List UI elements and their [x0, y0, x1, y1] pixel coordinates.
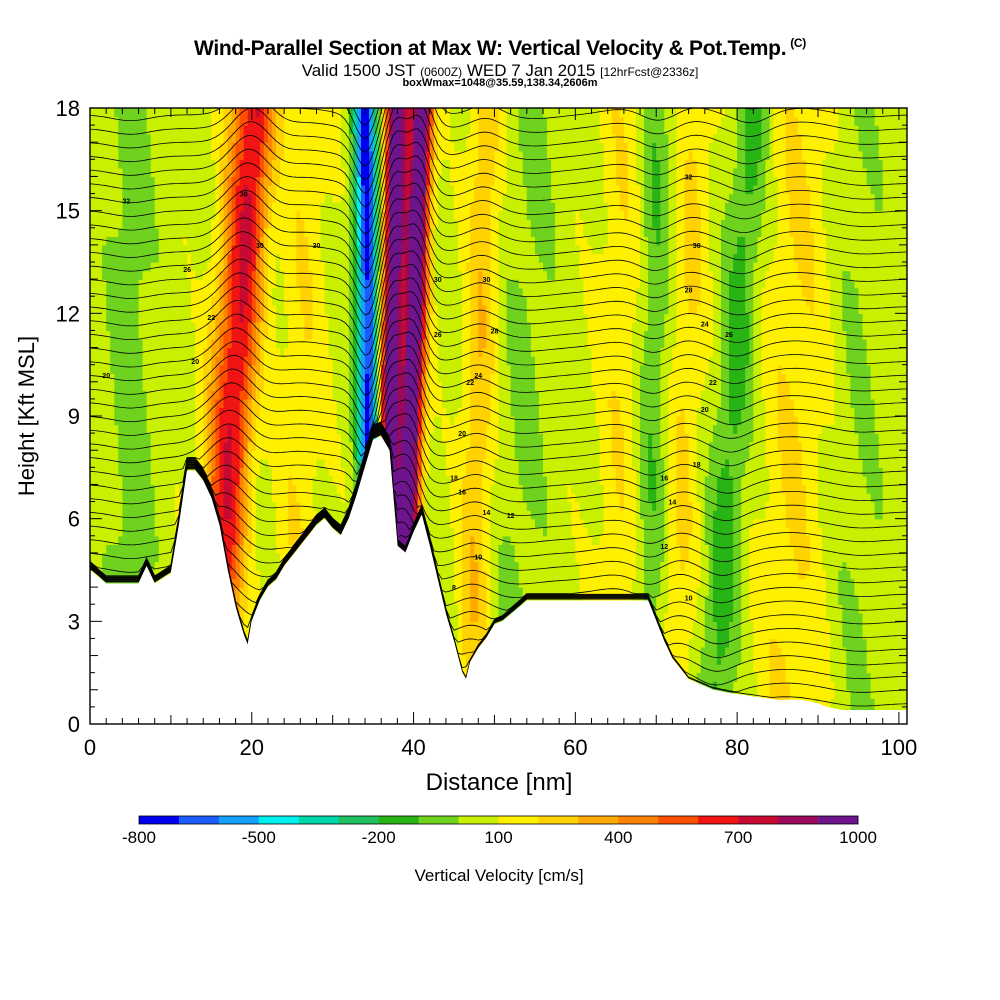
isentrope-label: 24	[474, 373, 482, 380]
isentrope-label: 30	[313, 243, 321, 250]
chart-subtitle: Valid 1500 JST (0600Z) WED 7 Jan 2015 [1…	[0, 61, 1000, 81]
colorbar-tick-label: -200	[362, 828, 396, 847]
colorbar-tick-label: -500	[242, 828, 276, 847]
colorbar-swatch	[738, 816, 779, 824]
colorbar-swatch	[378, 816, 419, 824]
colorbar-swatch	[258, 816, 299, 824]
x-tick-label: 100	[881, 735, 918, 760]
colorbar-swatch	[698, 816, 739, 824]
y-tick-label: 0	[68, 712, 80, 737]
colorbar-swatch	[578, 816, 619, 824]
colorbar-swatch	[618, 816, 659, 824]
colorbar-swatch	[298, 816, 339, 824]
y-axis-label: Height [Kft MSL]	[14, 336, 39, 496]
isentrope-label: 14	[669, 500, 677, 507]
valid-utc: (0600Z)	[420, 65, 463, 79]
colorbar-swatch	[458, 816, 499, 824]
box-wmax-info: boxWmax=1048@35.59,138.34,2606m	[402, 77, 598, 89]
isentrope-label: 12	[507, 513, 515, 520]
colorbar-swatch	[658, 816, 699, 824]
x-tick-label: 60	[563, 735, 587, 760]
colorbar-swatch	[218, 816, 260, 824]
y-tick-label: 6	[68, 507, 80, 532]
colorbar-frame	[138, 815, 859, 825]
colorbar-swatch	[178, 816, 220, 824]
isentrope-label: 30	[483, 277, 491, 284]
isentrope-label: 10	[685, 595, 693, 602]
isentrope-label: 20	[102, 373, 110, 380]
x-tick-label: 0	[84, 735, 96, 760]
terrain	[89, 436, 908, 725]
terrain-profile	[89, 436, 908, 725]
title-main: Wind-Parallel Section at Max W: Vertical…	[194, 37, 787, 60]
colorbar-swatch	[538, 816, 579, 824]
isentrope-label: 8	[452, 585, 456, 592]
valid-time: Valid 1500 JST	[301, 61, 416, 80]
y-tick-label: 12	[56, 301, 80, 326]
isentrope-label: 28	[491, 328, 499, 335]
x-axis-label: Distance [nm]	[426, 769, 573, 796]
colorbar-tick-label: -800	[122, 828, 156, 847]
isentrope-label: 20	[701, 407, 709, 414]
colorbar-swatch	[418, 816, 459, 824]
colorbar-swatch	[778, 816, 819, 824]
isentrope-label: 22	[709, 380, 717, 387]
isentrope-label: 20	[458, 431, 466, 438]
isentrope-label: 20	[191, 359, 199, 366]
isentrope-label: 14	[483, 510, 491, 517]
x-tick-label: 20	[240, 735, 264, 760]
axes: 0 20 40 60 80 100 0 3 6 9 12 15 18 Distance [nm] Heigh…	[14, 96, 917, 796]
isentrope-label: 26	[183, 267, 191, 274]
y-tick-label: 18	[56, 96, 80, 121]
colorbar-tick-label: 100	[484, 828, 512, 847]
isentrope-label: 16	[660, 476, 668, 483]
isentrope-label: 32	[685, 174, 693, 181]
isentrope-label: 10	[474, 554, 482, 561]
colorbar-swatch	[139, 816, 180, 824]
forecast-info: [12hrFcst@2336z]	[600, 65, 699, 79]
y-tick-label: 15	[56, 199, 80, 224]
y-tick-label: 9	[68, 404, 80, 429]
colorbar-swatch	[338, 816, 379, 824]
colorbar-swatch	[818, 816, 859, 824]
isentrope-label: 12	[660, 544, 668, 551]
x-tick-label: 80	[725, 735, 749, 760]
potential-temperature-contours	[90, 108, 907, 707]
x-tick-label: 40	[401, 735, 425, 760]
colorbar-swatch	[498, 816, 539, 824]
isentrope-label: 26	[725, 332, 733, 339]
isentrope-label: 24	[701, 322, 709, 329]
isentrope-label: 28	[685, 287, 693, 294]
isentrope-label: 16	[458, 489, 466, 496]
isentrope-label: 32	[123, 198, 131, 205]
isentrope-label: 18	[693, 462, 701, 469]
isentrope-label: 30	[693, 243, 701, 250]
colorbar-tick-label: 400	[604, 828, 632, 847]
isentrope-label: 22	[466, 380, 474, 387]
colorbar-tick-label: 700	[724, 828, 752, 847]
chart-title: Wind-Parallel Section at Max W: Vertical…	[0, 36, 1000, 61]
isentrope-label: 30	[434, 277, 442, 284]
colorbar: -800 -500 -200 100 400 700 1000 Vertical Veloci…	[122, 815, 877, 885]
isentrope-label: 22	[207, 315, 215, 322]
copyright-mark: (C)	[790, 36, 806, 50]
colorbar-tick-label: 1000	[839, 828, 877, 847]
isentrope-label: 30	[240, 192, 248, 199]
isentrope-label: 18	[450, 476, 458, 483]
isentrope-label: 30	[256, 243, 264, 250]
valid-date: WED 7 Jan 2015	[466, 61, 596, 80]
y-tick-label: 3	[68, 609, 80, 634]
colorbar-label: Vertical Velocity [cm/s]	[414, 866, 583, 885]
isentrope-label: 26	[434, 332, 442, 339]
